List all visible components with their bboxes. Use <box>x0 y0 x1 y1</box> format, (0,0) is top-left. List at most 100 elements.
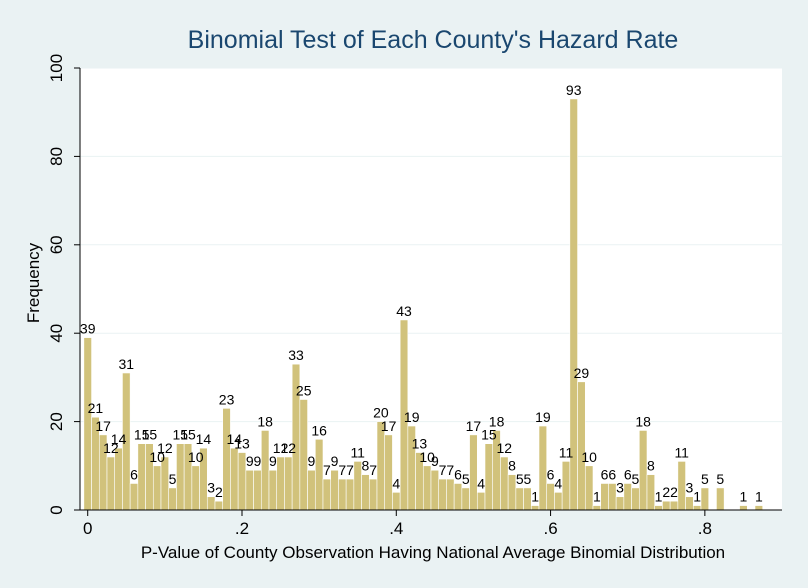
bar-10 <box>160 456 170 511</box>
bar-40 <box>392 492 401 511</box>
bar-56 <box>515 487 524 511</box>
data-label-68: 6 <box>608 466 616 482</box>
bar-73 <box>646 474 656 511</box>
data-label-71: 5 <box>632 471 640 487</box>
bar-12 <box>176 443 185 511</box>
data-label-28: 25 <box>296 383 312 399</box>
bar-71 <box>631 487 640 511</box>
bar-6 <box>129 483 139 511</box>
bar-45 <box>430 469 440 511</box>
x-tick-label-3: .6 <box>543 519 557 538</box>
data-label-79: 1 <box>693 489 701 505</box>
bar-7 <box>137 443 146 511</box>
data-label-53: 18 <box>489 413 505 429</box>
data-label-27: 33 <box>288 347 304 363</box>
bar-26 <box>284 456 293 511</box>
bar-25 <box>276 456 285 511</box>
axes: 0 20 40 60 80 100 0 .2 .4 .6 .8 <box>47 54 782 538</box>
bar-55 <box>507 474 517 511</box>
y-tick-label-3: 60 <box>47 235 66 254</box>
data-label-62: 11 <box>559 444 574 460</box>
data-label-42: 19 <box>404 409 420 425</box>
data-label-1: 21 <box>88 400 104 416</box>
bar-75 <box>662 500 671 511</box>
data-label-67: 6 <box>601 466 609 482</box>
data-label-70: 6 <box>624 466 632 482</box>
data-label-0: 39 <box>80 321 96 337</box>
data-label-66: 1 <box>593 489 601 505</box>
data-label-7: 15 <box>134 427 150 443</box>
data-label-78: 3 <box>686 480 694 496</box>
data-label-72: 18 <box>635 413 651 429</box>
bar-48 <box>453 483 463 511</box>
data-label-14: 10 <box>188 449 204 465</box>
data-label-46: 7 <box>439 462 447 478</box>
bar-4 <box>114 447 123 511</box>
data-label-4: 14 <box>111 431 127 447</box>
bar-16 <box>206 496 216 511</box>
data-label-21: 9 <box>246 453 254 469</box>
data-label-15: 14 <box>196 431 212 447</box>
bar-74 <box>654 505 663 511</box>
bar-28 <box>299 399 308 511</box>
bar-77 <box>677 461 686 511</box>
data-label-81: 5 <box>716 471 724 487</box>
grid-lines <box>80 67 782 423</box>
data-label-30: 16 <box>311 422 327 438</box>
bar-24 <box>268 469 278 511</box>
bar-38 <box>376 421 386 511</box>
data-label-10: 12 <box>157 440 173 456</box>
data-label-63: 93 <box>566 82 582 98</box>
bar-58 <box>530 505 540 511</box>
data-label-17: 2 <box>215 484 223 500</box>
data-label-76: 2 <box>670 484 678 500</box>
data-label-50: 17 <box>466 418 482 434</box>
bar-82 <box>739 505 748 511</box>
bars <box>83 98 764 511</box>
data-label-44: 10 <box>419 449 435 465</box>
data-label-12: 15 <box>172 427 188 443</box>
bar-67 <box>600 483 609 511</box>
data-label-9: 10 <box>149 449 165 465</box>
data-label-11: 5 <box>169 471 177 487</box>
bar-49 <box>461 487 470 511</box>
bar-80 <box>700 487 710 511</box>
data-label-20: 13 <box>234 436 250 452</box>
data-label-61: 4 <box>554 475 562 491</box>
data-label-48: 6 <box>454 466 462 482</box>
bar-35 <box>353 461 362 511</box>
data-label-35: 11 <box>350 444 365 460</box>
data-label-26: 12 <box>280 440 296 456</box>
bar-17 <box>214 500 224 511</box>
bar-66 <box>592 505 602 511</box>
data-label-83: 1 <box>755 489 763 505</box>
bar-59 <box>538 425 548 511</box>
bar-21 <box>245 469 254 511</box>
x-tick-label-2: .4 <box>389 519 403 538</box>
data-label-37: 7 <box>369 462 377 478</box>
x-tick-label-4: .8 <box>698 519 712 538</box>
data-label-34: 7 <box>346 462 354 478</box>
bar-29 <box>307 469 316 511</box>
data-label-24: 9 <box>269 453 277 469</box>
bar-37 <box>368 478 378 511</box>
data-label-45: 9 <box>431 453 439 469</box>
data-label-58: 1 <box>531 489 539 505</box>
bar-0 <box>83 337 92 511</box>
bar-18 <box>222 408 231 511</box>
bar-31 <box>322 478 332 511</box>
data-label-60: 6 <box>547 466 555 482</box>
bar-9 <box>152 465 162 511</box>
data-label-32: 9 <box>331 453 339 469</box>
y-axis-label: Frequency <box>24 242 43 323</box>
bar-72 <box>638 430 648 511</box>
data-label-25: 12 <box>273 440 289 456</box>
data-label-75: 2 <box>662 484 670 500</box>
bar-22 <box>253 469 262 511</box>
data-label-43: 13 <box>412 436 428 452</box>
y-tick-label-2: 40 <box>47 324 66 343</box>
x-tick-label-1: .2 <box>235 519 249 538</box>
